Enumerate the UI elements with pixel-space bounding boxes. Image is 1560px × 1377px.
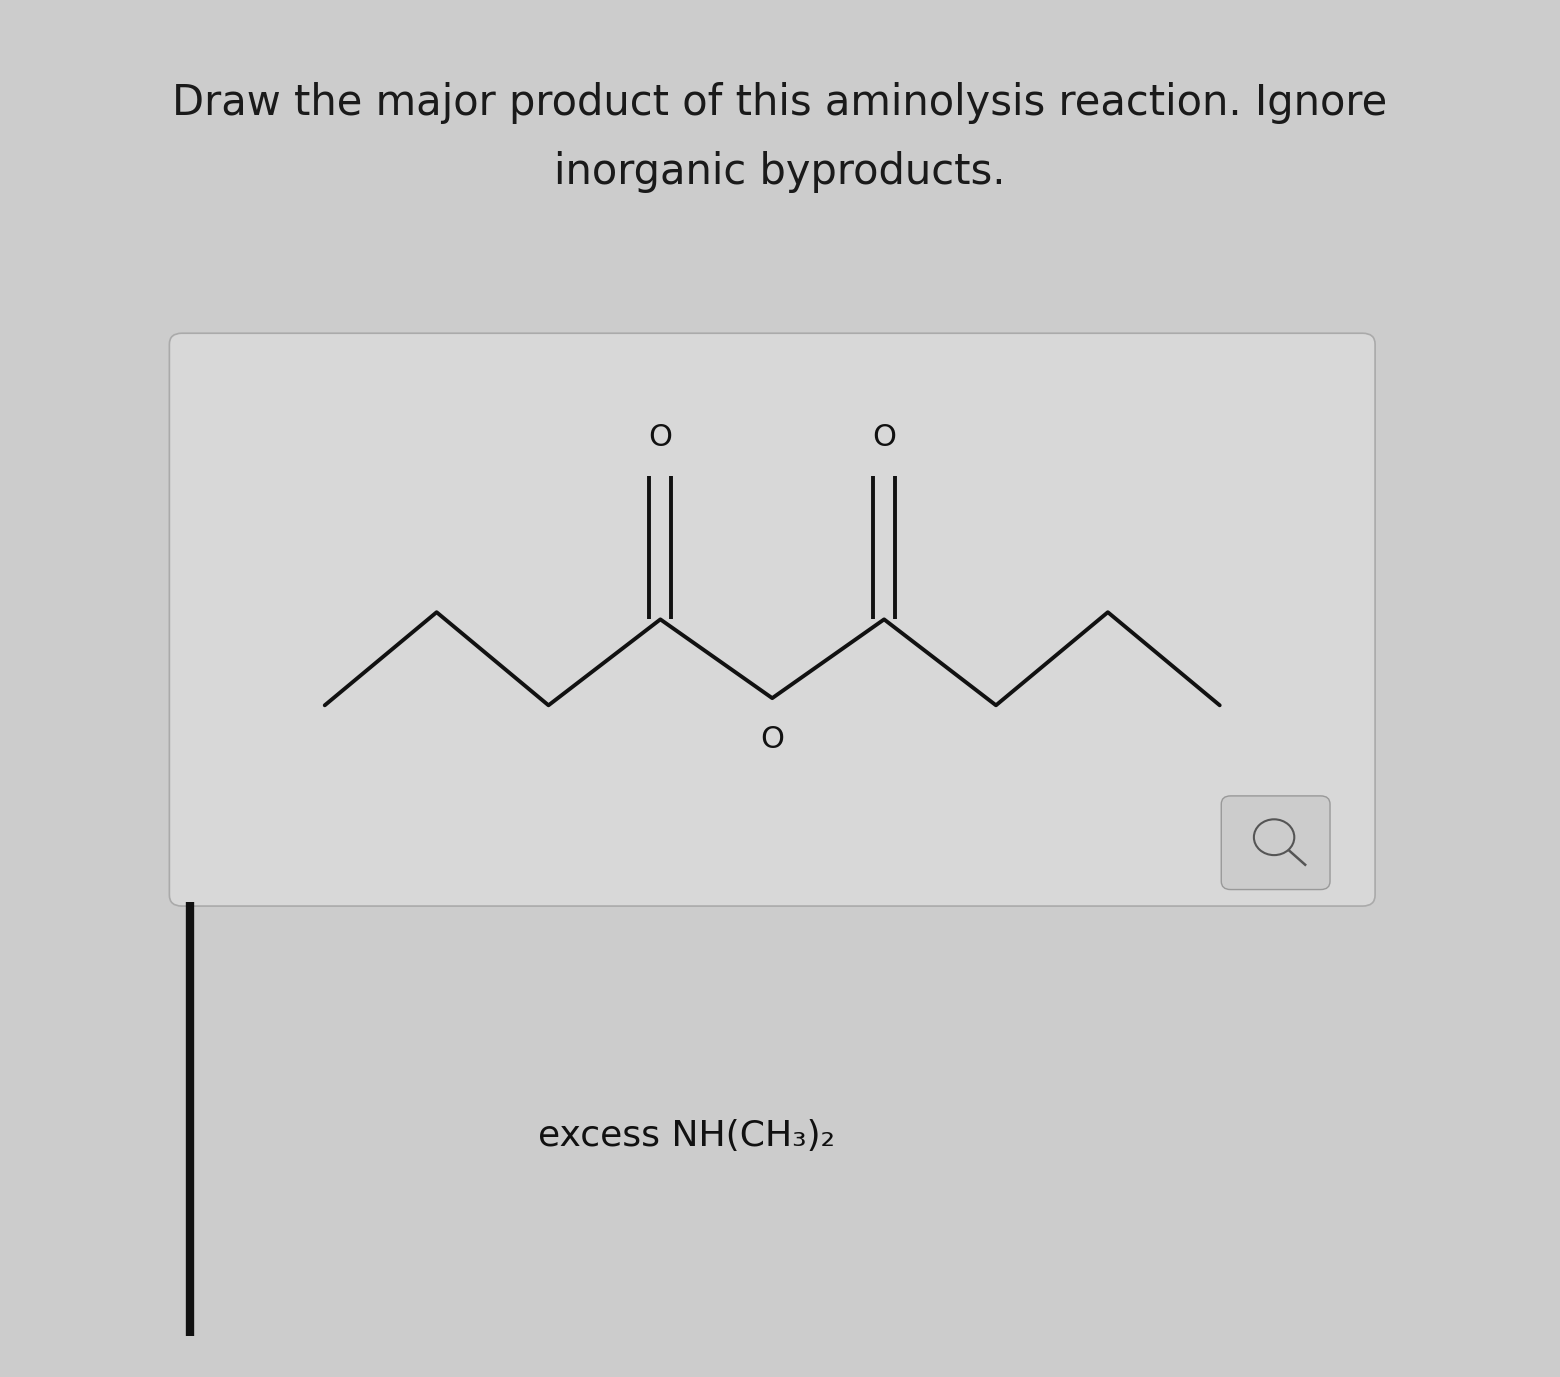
Text: excess NH(CH₃)₂: excess NH(CH₃)₂ [538, 1120, 835, 1153]
Text: O: O [649, 423, 672, 452]
FancyBboxPatch shape [1221, 796, 1331, 890]
Text: Draw the major product of this aminolysis reaction. Ignore: Draw the major product of this aminolysi… [172, 83, 1388, 124]
Text: inorganic byproducts.: inorganic byproducts. [554, 151, 1006, 193]
Text: O: O [872, 423, 895, 452]
Text: O: O [760, 724, 785, 755]
FancyBboxPatch shape [170, 333, 1374, 906]
